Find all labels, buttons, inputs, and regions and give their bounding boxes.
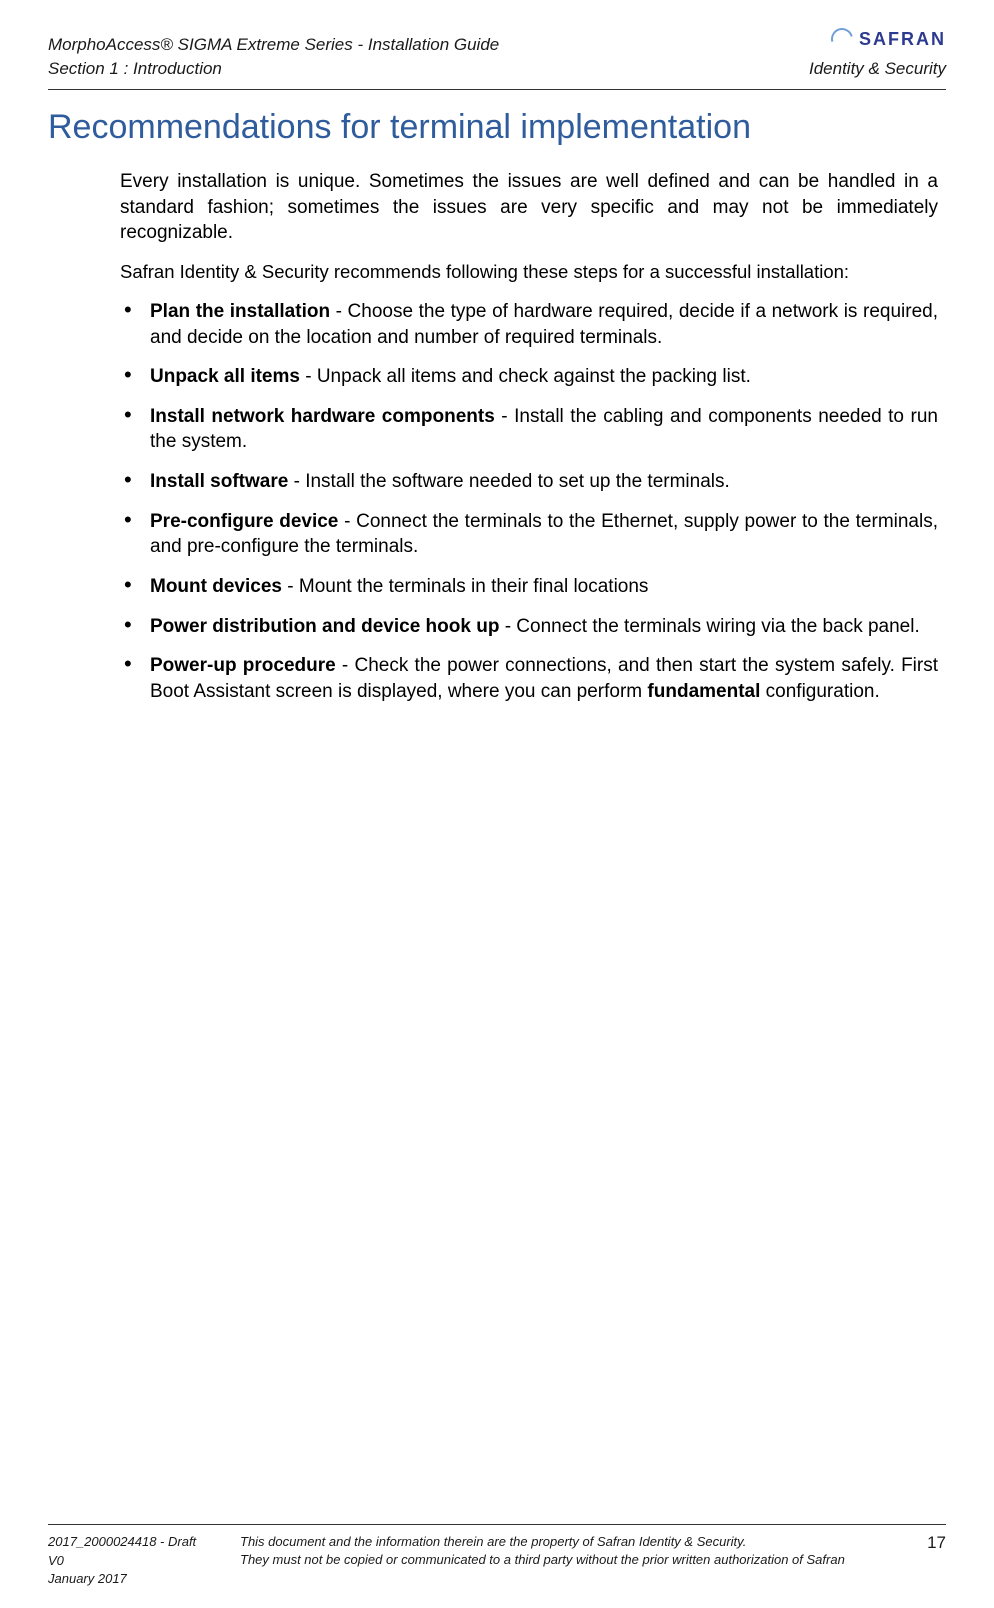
step-head: Plan the installation — [150, 301, 330, 322]
step-body: - Connect the terminals wiring via the b… — [499, 616, 919, 637]
step-head: Pre-configure device — [150, 511, 338, 532]
step-body-after: configuration. — [760, 681, 879, 702]
list-item: Pre-configure device - Connect the termi… — [120, 509, 938, 560]
step-head: Unpack all items — [150, 366, 300, 387]
step-head: Power-up procedure — [150, 655, 336, 676]
page-number: 17 — [916, 1533, 946, 1553]
step-body: - Install the software needed to set up … — [288, 471, 729, 492]
footer-version: V0 — [48, 1552, 228, 1570]
step-bold-word: fundamental — [647, 681, 760, 702]
step-head: Power distribution and device hook up — [150, 616, 499, 637]
list-item: Install software - Install the software … — [120, 469, 938, 495]
section-label: Section 1 : Introduction — [48, 59, 222, 79]
brand-name: SAFRAN — [859, 29, 946, 50]
list-item: Power distribution and device hook up - … — [120, 614, 938, 640]
footer-legal-1: This document and the information therei… — [240, 1533, 904, 1551]
intro-prefix: Safran Identity & Security — [120, 261, 334, 282]
footer-row: 2017_2000024418 - Draft V0 January 2017 … — [48, 1533, 946, 1588]
footer-mid: This document and the information therei… — [228, 1533, 916, 1568]
doc-title: MorphoAccess® SIGMA Extreme Series - Ins… — [48, 35, 499, 55]
swirl-icon — [827, 24, 857, 54]
footer-rule — [48, 1524, 946, 1525]
step-body: - Mount the terminals in their final loc… — [282, 576, 648, 597]
footer-left: 2017_2000024418 - Draft V0 January 2017 — [48, 1533, 228, 1588]
footer-date: January 2017 — [48, 1570, 228, 1588]
document-page: MorphoAccess® SIGMA Extreme Series - Ins… — [0, 0, 994, 1608]
header-row-1: MorphoAccess® SIGMA Extreme Series - Ins… — [48, 28, 946, 55]
step-head: Install network hardware components — [150, 406, 495, 427]
intro-rest: recommends following these steps for a s… — [334, 261, 849, 282]
division-label: Identity & Security — [809, 59, 946, 79]
brand-logo: SAFRAN — [831, 28, 946, 50]
steps-list: Plan the installation - Choose the type … — [120, 299, 938, 705]
step-body: - Unpack all items and check against the… — [300, 366, 751, 387]
intro-line: Safran Identity & Security recommends fo… — [120, 260, 938, 285]
intro-paragraph: Every installation is unique. Sometimes … — [120, 169, 938, 246]
page-title: Recommendations for terminal implementat… — [48, 108, 946, 147]
list-item: Mount devices - Mount the terminals in t… — [120, 574, 938, 600]
header-rule — [48, 89, 946, 90]
list-item: Plan the installation - Choose the type … — [120, 299, 938, 350]
header-row-2: Section 1 : Introduction Identity & Secu… — [48, 59, 946, 79]
list-item: Power-up procedure - Check the power con… — [120, 653, 938, 704]
step-head: Mount devices — [150, 576, 282, 597]
body-block: Every installation is unique. Sometimes … — [48, 169, 946, 705]
footer-legal-2: They must not be copied or communicated … — [240, 1551, 904, 1569]
footer-docid: 2017_2000024418 - Draft — [48, 1533, 228, 1551]
step-head: Install software — [150, 471, 288, 492]
list-item: Unpack all items - Unpack all items and … — [120, 364, 938, 390]
page-footer: 2017_2000024418 - Draft V0 January 2017 … — [48, 1524, 946, 1588]
list-item: Install network hardware components - In… — [120, 404, 938, 455]
